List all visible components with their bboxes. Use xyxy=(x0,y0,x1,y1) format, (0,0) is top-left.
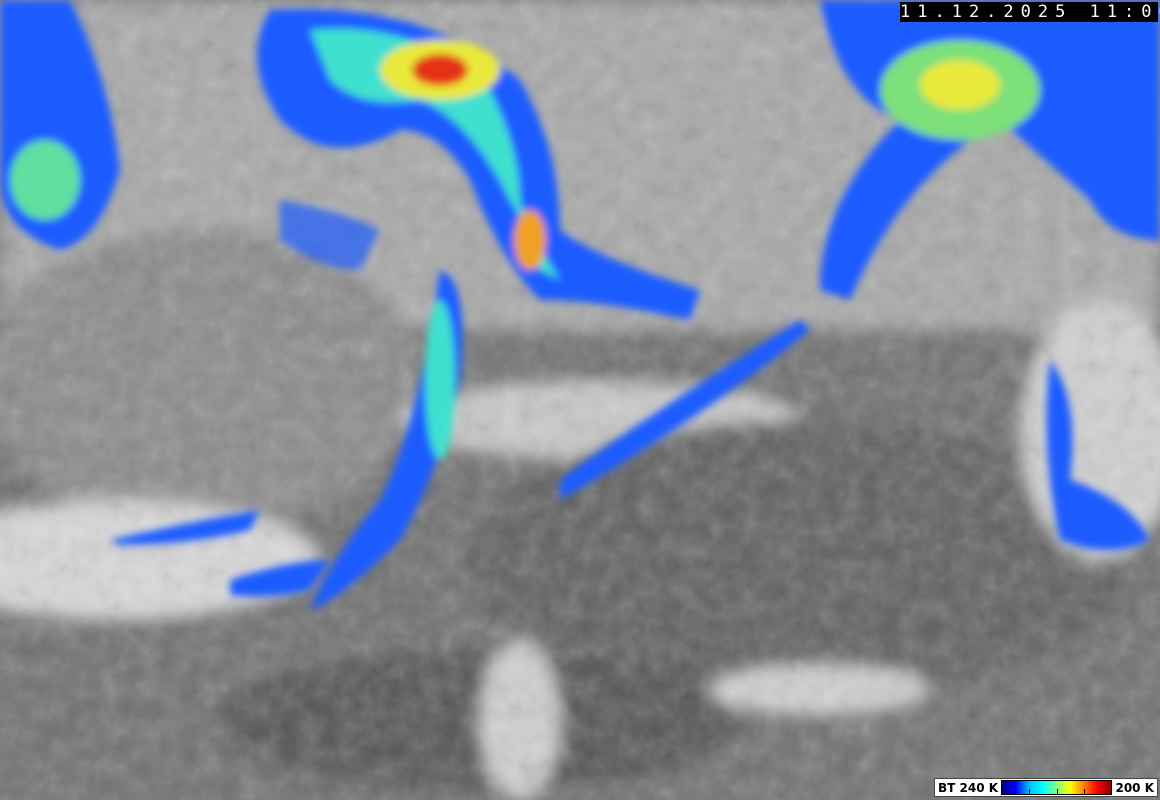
timestamp: 11.12.2025 11:00 xyxy=(900,2,1160,22)
legend-cold-label: 200 K xyxy=(1115,780,1154,795)
legend-tick xyxy=(1084,789,1086,794)
cold-cloud-tops xyxy=(0,0,1160,610)
legend-colorbar xyxy=(1001,780,1113,795)
legend-warm-label: BT 240 K xyxy=(938,780,999,795)
legend-tick xyxy=(1056,789,1058,794)
legend-tick xyxy=(1029,789,1031,794)
color-legend: BT 240 K 200 K xyxy=(934,778,1158,797)
